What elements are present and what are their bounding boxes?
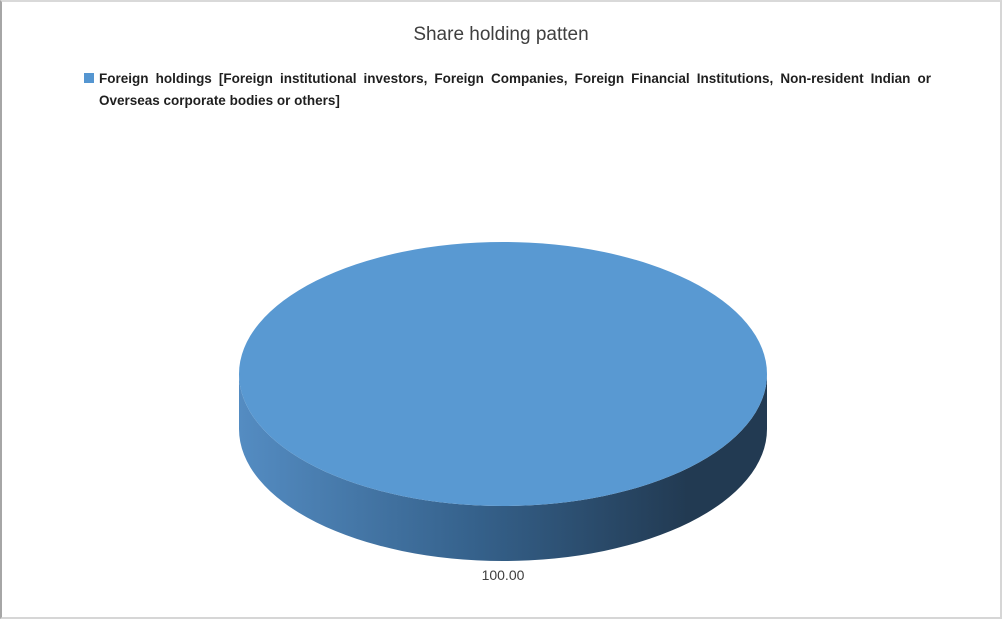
legend: Foreign holdings [Foreign institutional …	[84, 68, 932, 112]
pie-slice-side	[239, 374, 767, 561]
pie-slice-top	[239, 242, 767, 506]
legend-marker-swatch	[84, 73, 94, 83]
pie-data-label: 100.00	[481, 567, 525, 583]
chart-title: Share holding patten	[413, 24, 589, 45]
legend-series-label: Foreign holdings [Foreign institutional …	[99, 71, 931, 108]
